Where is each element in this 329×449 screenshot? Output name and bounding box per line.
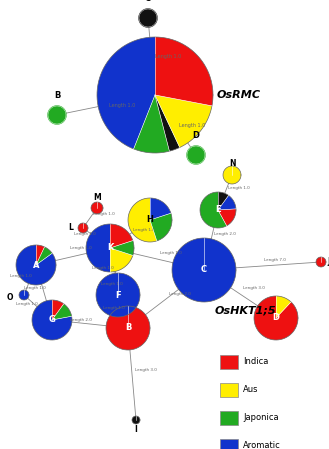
Polygon shape (155, 95, 180, 151)
Polygon shape (134, 95, 169, 153)
Polygon shape (132, 416, 140, 424)
Text: Aus: Aus (243, 386, 259, 395)
Text: C: C (145, 0, 151, 3)
Polygon shape (187, 146, 205, 164)
Polygon shape (128, 198, 157, 242)
Text: Length 1.0: Length 1.0 (133, 228, 155, 232)
Polygon shape (36, 245, 44, 265)
Polygon shape (218, 195, 236, 210)
Polygon shape (200, 192, 227, 228)
Text: B: B (54, 91, 60, 100)
Text: E: E (215, 206, 221, 215)
Polygon shape (172, 238, 236, 302)
Text: Length 7.0: Length 7.0 (265, 258, 286, 262)
FancyBboxPatch shape (220, 383, 238, 397)
Text: H: H (146, 216, 153, 224)
Text: Length 1.0: Length 1.0 (93, 212, 115, 216)
Text: F: F (115, 291, 121, 299)
Polygon shape (91, 202, 103, 214)
Text: OsHKT1;5: OsHKT1;5 (215, 305, 277, 315)
Polygon shape (16, 245, 56, 285)
Text: N: N (229, 159, 235, 168)
Text: Japonica: Japonica (243, 414, 279, 423)
Polygon shape (218, 192, 229, 210)
Text: Length 1.0: Length 1.0 (70, 247, 92, 251)
Polygon shape (139, 9, 157, 27)
Polygon shape (86, 224, 110, 272)
Text: Length 3.0: Length 3.0 (135, 368, 157, 372)
Text: M: M (93, 194, 101, 202)
Text: Length 1.0: Length 1.0 (155, 54, 181, 59)
Polygon shape (155, 37, 213, 106)
Polygon shape (19, 290, 29, 300)
Text: Length 1.0: Length 1.0 (179, 123, 205, 128)
Polygon shape (150, 213, 172, 241)
FancyBboxPatch shape (220, 355, 238, 369)
Text: A: A (33, 260, 39, 269)
Text: Length 2.0: Length 2.0 (169, 292, 191, 296)
Text: O: O (7, 292, 13, 301)
Text: D: D (192, 131, 199, 140)
Polygon shape (36, 247, 52, 265)
Polygon shape (52, 304, 72, 320)
Text: Length 1.0: Length 1.0 (160, 251, 182, 255)
Polygon shape (276, 296, 291, 318)
Text: K: K (107, 243, 113, 252)
Text: Length 1.0: Length 1.0 (228, 185, 250, 189)
Polygon shape (218, 209, 236, 226)
Polygon shape (150, 198, 171, 220)
Polygon shape (97, 37, 155, 149)
Text: C: C (201, 265, 207, 274)
Text: Length 1.0: Length 1.0 (109, 102, 136, 107)
Text: Length 1.0: Length 1.0 (74, 232, 96, 236)
Polygon shape (316, 257, 326, 267)
Polygon shape (52, 300, 64, 320)
Polygon shape (32, 300, 72, 340)
Text: Length 2.0: Length 2.0 (70, 318, 92, 322)
Polygon shape (254, 296, 298, 340)
Text: J: J (328, 257, 329, 267)
Text: D: D (272, 313, 280, 322)
Polygon shape (223, 166, 241, 184)
Polygon shape (110, 248, 133, 272)
Text: Length 1.0: Length 1.0 (16, 301, 38, 305)
Polygon shape (106, 306, 150, 350)
Text: B: B (125, 323, 131, 333)
FancyBboxPatch shape (220, 439, 238, 449)
Polygon shape (110, 224, 133, 248)
Text: OsRMC: OsRMC (217, 90, 261, 100)
FancyBboxPatch shape (220, 411, 238, 425)
Text: Length 1.0: Length 1.0 (103, 305, 125, 309)
Text: Length 1.0: Length 1.0 (10, 274, 32, 278)
Polygon shape (110, 241, 134, 255)
Polygon shape (155, 95, 212, 147)
Polygon shape (78, 223, 88, 233)
Text: Length 1.0: Length 1.0 (24, 286, 46, 291)
Text: Length 2.0: Length 2.0 (214, 232, 236, 236)
Text: Length 3.0: Length 3.0 (243, 286, 265, 290)
Text: G: G (49, 316, 56, 325)
Text: Aromatic: Aromatic (243, 441, 281, 449)
Text: I: I (135, 426, 138, 435)
Text: L: L (68, 224, 73, 233)
Text: Indica: Indica (243, 357, 268, 366)
Polygon shape (96, 273, 140, 317)
Text: Length 1.0: Length 1.0 (101, 282, 123, 286)
Polygon shape (48, 106, 66, 124)
Text: Length 1.0: Length 1.0 (92, 265, 114, 269)
